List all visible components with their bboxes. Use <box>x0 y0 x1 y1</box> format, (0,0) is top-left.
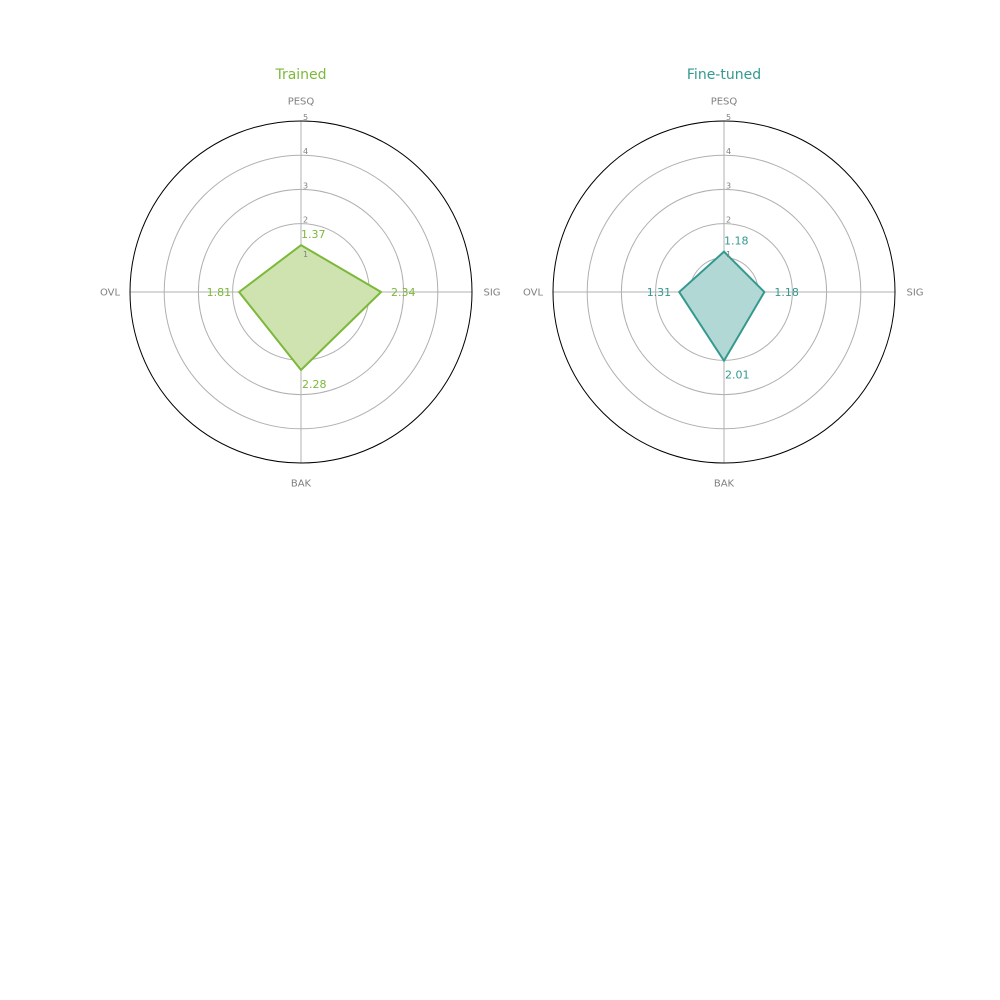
value-label-bak: 2.28 <box>302 378 327 391</box>
chart-title: Fine-tuned <box>687 67 761 83</box>
r-tick-label: 4 <box>726 147 731 156</box>
series-line <box>677 250 766 363</box>
series-area <box>239 245 382 370</box>
value-label-bak: 2.01 <box>725 369 750 382</box>
value-label-ovl: 1.81 <box>207 286 232 299</box>
r-tick-label: 2 <box>303 216 308 225</box>
axis-label-pesq: PESQ <box>288 97 315 108</box>
r-tick-label: 3 <box>303 181 308 190</box>
value-label-sig: 1.18 <box>774 286 799 299</box>
series-line <box>237 243 383 372</box>
r-tick-label: 2 <box>726 216 731 225</box>
r-tick-label: 1 <box>726 250 731 259</box>
outer-ring <box>552 120 896 464</box>
outer-ring <box>129 120 473 464</box>
radar-chart-0: 1 2 3 4 5 PESQ SIG BAK OVL 1.37 2.34 2.28 1.81 Traine… <box>100 67 501 490</box>
radar-chart-1: 1 2 3 4 5 PESQ SIG BAK OVL 1.18 1.18 2.01 1.31 Fine-t… <box>523 67 924 490</box>
value-label-pesq: 1.37 <box>301 228 326 241</box>
r-tick-label: 5 <box>726 113 731 122</box>
axis-label-ovl: OVL <box>100 288 121 299</box>
value-label-sig: 2.34 <box>391 286 416 299</box>
axis-label-bak: BAK <box>291 479 312 490</box>
series-area <box>679 251 765 361</box>
r-tick-label: 4 <box>303 147 308 156</box>
axis-label-sig: SIG <box>483 288 500 299</box>
r-tick-label: 1 <box>303 250 308 259</box>
axis-label-ovl: OVL <box>523 288 544 299</box>
axis-label-bak: BAK <box>714 479 735 490</box>
value-label-ovl: 1.31 <box>647 286 672 299</box>
axis-label-pesq: PESQ <box>711 97 738 108</box>
chart-title: Trained <box>274 67 326 83</box>
r-tick-label: 3 <box>726 181 731 190</box>
axis-label-sig: SIG <box>906 288 923 299</box>
value-label-pesq: 1.18 <box>724 235 749 248</box>
r-tick-label: 5 <box>303 113 308 122</box>
